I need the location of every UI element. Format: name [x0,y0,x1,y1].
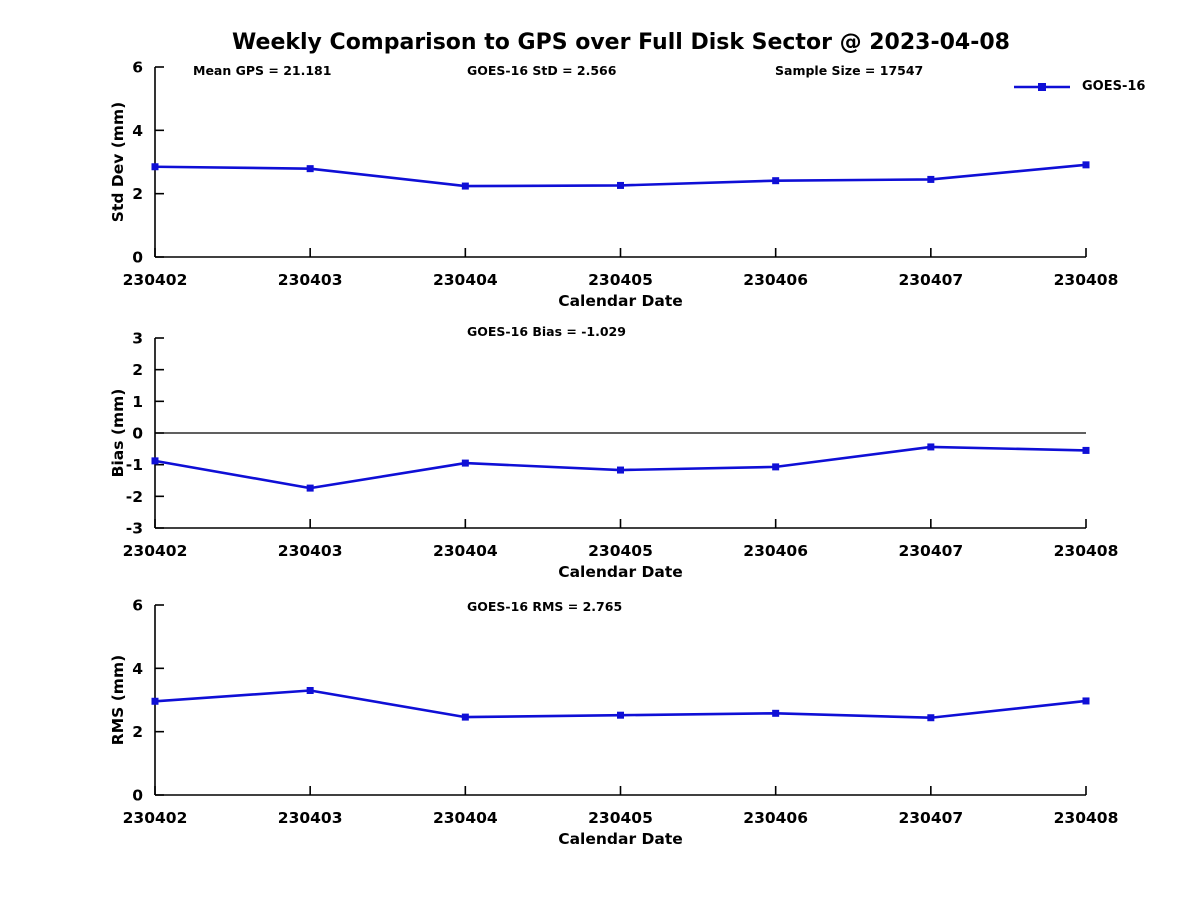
annotation-right: Sample Size = 17547 [775,63,923,78]
y-tick-label: -3 [126,520,143,538]
x-tick-label: 230402 [123,271,188,289]
x-tick-label: 230405 [588,271,653,289]
subplot-bias: -3 -2 -1 0 1 2 3 230402 230403 230404 230405 230406… [109,324,1118,581]
data-marker [772,709,780,717]
legend: GOES-16 [1012,79,1145,94]
y-tick-label: 1 [132,393,143,411]
x-tick-label: 230403 [278,271,343,289]
y-tick-label: 2 [132,361,143,379]
data-marker [461,459,469,467]
x-tick-label: 230408 [1054,271,1119,289]
x-tick-label: 230406 [743,542,808,560]
data-marker [306,687,314,694]
y-axis-label: RMS (mm) [109,655,127,745]
x-tick-label: 230404 [433,271,498,289]
data-marker [151,457,159,465]
data-marker [617,181,624,189]
x-tick-label: 230408 [1054,809,1119,827]
x-tick-label: 230407 [898,809,963,827]
data-marker [927,714,935,722]
annotation-left: Mean GPS = 21.181 [193,63,331,78]
data-marker [461,713,469,721]
x-axis-label: Calendar Date [558,830,683,848]
y-tick-label: 6 [132,597,143,615]
x-axis-label: Calendar Date [558,563,683,581]
y-tick-label: 6 [132,59,143,77]
data-marker [617,466,624,474]
data-marker [617,711,624,719]
x-tick-label: 230404 [433,809,498,827]
x-tick-label: 230404 [433,542,498,560]
data-marker [1082,446,1090,454]
x-tick-label: 230402 [123,809,188,827]
x-tick-label: 230406 [743,271,808,289]
x-tick-label: 230405 [588,809,653,827]
data-marker [927,175,935,183]
y-tick-label: -1 [126,456,143,474]
y-tick-label: 0 [132,249,143,267]
y-tick-label: 4 [132,122,143,140]
data-marker [151,163,159,171]
data-marker [461,182,469,190]
x-tick-label: 230402 [123,542,188,560]
annotation-center: GOES-16 StD = 2.566 [467,63,617,78]
y-tick-label: -2 [126,488,143,506]
y-tick-label: 4 [132,660,143,678]
data-marker [927,443,935,451]
chart-title: Weekly Comparison to GPS over Full Disk … [232,30,1010,55]
annotation-center: GOES-16 Bias = -1.029 [467,324,626,339]
x-tick-label: 230407 [898,542,963,560]
data-marker [151,697,159,705]
y-axis-label: Bias (mm) [109,389,127,478]
y-axis-label: Std Dev (mm) [109,102,127,222]
y-tick-label: 2 [132,185,143,203]
x-tick-label: 230407 [898,271,963,289]
subplot-stddev: 0 2 4 6 230402 230403 230404 230405 230406 230407… [109,59,1118,311]
data-marker [1082,697,1090,705]
x-tick-label: 230403 [278,542,343,560]
x-tick-label: 230408 [1054,542,1119,560]
y-tick-label: 0 [132,787,143,805]
x-axis-label: Calendar Date [558,292,683,310]
x-tick-label: 230406 [743,809,808,827]
data-marker [306,484,314,492]
legend-label: GOES-16 [1082,79,1146,94]
annotation-center: GOES-16 RMS = 2.765 [467,599,622,614]
data-marker [772,463,780,471]
data-marker [1082,161,1090,169]
y-tick-label: 0 [132,425,143,443]
y-tick-label: 2 [132,723,143,741]
data-marker [772,177,780,185]
legend-line-marker-icon [1014,82,1070,91]
subplot-rms: 0 2 4 6 230402 230403 230404 230405 230406 230407… [109,597,1118,849]
data-marker [306,165,314,173]
y-tick-label: 3 [132,330,143,348]
x-tick-label: 230405 [588,542,653,560]
x-tick-label: 230403 [278,809,343,827]
